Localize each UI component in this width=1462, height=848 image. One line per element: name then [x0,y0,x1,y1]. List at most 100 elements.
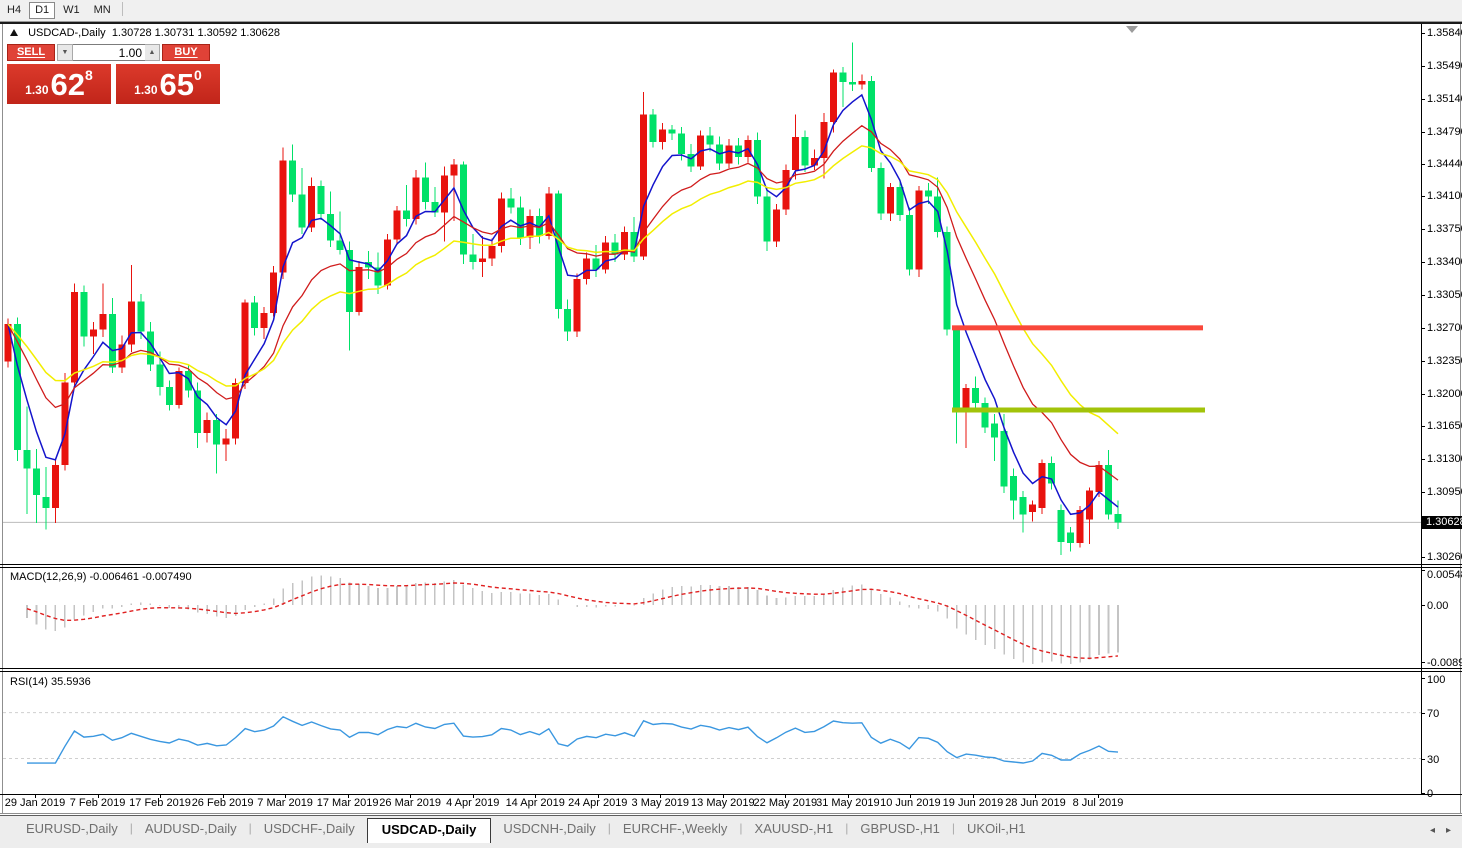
date-label: 26 Mar 2019 [379,797,442,809]
window-left-border [2,24,3,814]
macd-rsi-separator [0,668,1462,669]
date-label: 22 May 2019 [753,797,818,809]
tab-ukoil-h1[interactable]: UKOil-,H1 [967,821,1026,836]
date-label: 26 Feb 2019 [191,797,254,809]
tab-eurchf-weekly[interactable]: EURCHF-,Weekly [622,821,728,836]
volume-input[interactable] [73,44,145,61]
date-label: 8 Jul 2019 [1072,797,1124,809]
timeframe-button-h4[interactable]: H4 [7,4,22,16]
date-label: 31 May 2019 [816,797,880,809]
moving-average-22 [7,145,1119,435]
price-tick [1421,196,1425,198]
chart-shift-marker-icon [1126,26,1138,33]
horizontal-line-support[interactable] [952,407,1205,413]
price-tick-label: 1.32000 [1427,387,1462,400]
sell-quote-box[interactable]: 1.30 62 8 [7,64,111,104]
price-tick-label: 1.34440 [1427,158,1462,171]
date-label: 10 Jun 2019 [880,797,941,809]
date-tick [410,795,412,798]
date-tick [722,795,724,798]
tabs-scroll-right-icon[interactable]: ▸ [1446,825,1452,836]
tab-separator: | [607,821,611,835]
rsi-axis-label: 70 [1427,707,1440,720]
date-tick [285,795,287,798]
tab-usdcnh-daily[interactable]: USDCNH-,Daily [503,821,596,836]
buy-price-big: 65 [159,66,195,102]
rsi-axis-tick [1421,678,1425,680]
rsi-axis-tick [1421,712,1425,714]
price-tick-label: 1.33400 [1427,256,1462,269]
buy-quote-box[interactable]: 1.30 65 0 [116,64,220,104]
date-label: 28 Jun 2019 [1005,797,1066,809]
timeframe-button-w1[interactable]: W1 [63,4,80,16]
main-macd-separator2 [0,567,1462,568]
main-macd-separator [0,564,1462,565]
date-label: 17 Feb 2019 [129,797,191,809]
tab-audusd-daily[interactable]: AUDUSD-,Daily [144,821,237,836]
date-label: 17 Mar 2019 [316,797,379,809]
price-tick-label: 1.31300 [1427,453,1462,466]
price-tick-label: 1.35840 [1427,27,1462,39]
date-label: 13 May 2019 [691,797,755,809]
price-tick [1421,327,1425,329]
tab-separator: | [739,821,743,835]
sell-price-pip: 8 [85,67,93,83]
price-tick-label: 1.35140 [1427,92,1462,105]
buy-button[interactable]: BUY [162,44,210,61]
price-tick [1421,294,1425,296]
timeframe-button-d1[interactable]: D1 [29,2,56,19]
horizontal-line-resistance[interactable] [952,325,1203,331]
price-tick [1421,360,1425,362]
timeframe-toolbar: H4 D1 W1 MN [0,0,1462,21]
price-tick [1421,426,1425,428]
rsi-panel [3,712,1421,764]
toolbar-divider [0,21,1462,22]
price-tick [1421,492,1425,494]
toolbar-separator [121,1,123,16]
date-tick [785,795,787,798]
date-label: 24 Apr 2019 [568,797,628,809]
price-tick [1421,459,1425,461]
tab-eurusd-daily[interactable]: EURUSD-,Daily [26,821,118,836]
timeframe-button-mn[interactable]: MN [93,4,111,16]
date-tick [35,795,36,798]
date-label: 14 Apr 2019 [505,797,565,809]
date-label: 3 May 2019 [631,797,690,809]
current-price-badge: 1.30628 [1422,515,1462,529]
rsi-axis-label: 0 [1427,788,1434,800]
moving-average-5 [7,93,1119,516]
price-tick-label: 1.30950 [1427,486,1462,499]
macd-rsi-separator2 [0,671,1462,672]
date-tick [1098,795,1099,798]
tab-separator: | [129,821,133,835]
sell-button[interactable]: SELL [7,44,55,61]
buy-price-base: 1.30 [134,83,158,97]
macd-axis-tick [1421,570,1425,572]
tabs-scroll-left-icon[interactable]: ◂ [1430,825,1436,836]
date-tick [660,795,662,798]
window-bottom-border [0,813,1462,814]
date-tick [535,795,537,798]
volume-increase-button[interactable]: ▲ [145,44,160,61]
tab-usdcad-daily[interactable]: USDCAD-,Daily [366,818,492,843]
price-tick-label: 1.34790 [1427,125,1462,138]
macd-histogram [26,575,1119,664]
macd-indicator-label: MACD(12,26,9) -0.006461 -0.007490 [10,571,192,583]
rsi-line [27,715,1119,764]
tab-separator: | [248,821,252,835]
tab-usdchf-daily[interactable]: USDCHF-,Daily [263,821,355,836]
tab-gbpusd-h1[interactable]: GBPUSD-,H1 [860,821,940,836]
tab-xauusd-h1[interactable]: XAUUSD-,H1 [754,821,834,836]
price-tick-label: 1.32350 [1427,354,1462,367]
macd-axis-label: 0.005484 [1427,569,1462,581]
main-price-panel [3,42,1421,556]
volume-decrease-button[interactable]: ▼ [57,44,73,61]
date-label: 4 Apr 2019 [446,797,500,809]
date-tick [222,795,224,798]
sell-price-big: 62 [50,66,86,102]
price-tick-label: 1.33050 [1427,288,1462,301]
collapse-panel-icon[interactable] [10,29,18,36]
price-tick [1421,33,1425,34]
macd-axis-label: 0.00 [1427,600,1449,612]
